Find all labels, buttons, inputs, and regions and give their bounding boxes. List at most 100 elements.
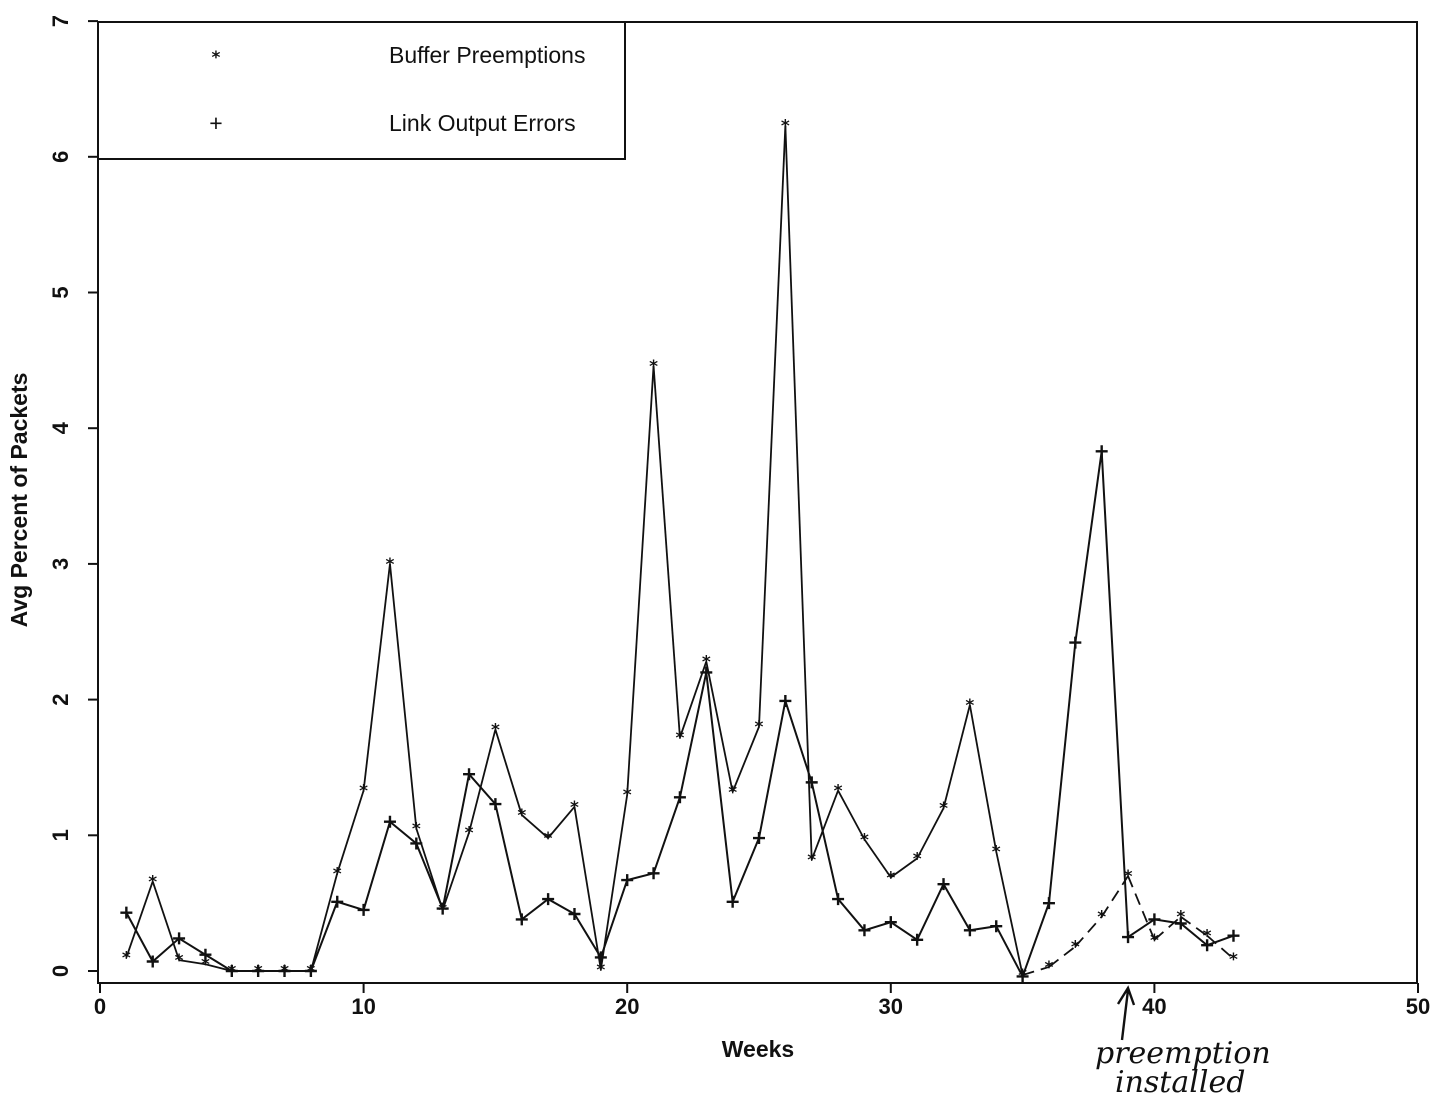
buffer-preemptions-segment: [389, 563, 418, 829]
y-tick-label: 5: [48, 286, 73, 298]
buffer-preemptions-point: *: [886, 868, 895, 888]
link-output-errors-point: [173, 932, 186, 945]
buffer-preemptions-point: *: [1071, 938, 1080, 958]
buffer-preemptions-point: *: [1203, 927, 1212, 947]
buffer-preemptions-segment: [573, 806, 602, 970]
buffer-preemptions-segment: [494, 729, 523, 816]
buffer-preemptions-point: *: [386, 555, 395, 575]
link-output-errors-point: [304, 965, 317, 977]
x-axis-ticks: 0 10 20 30 40 50: [94, 983, 1430, 1019]
buffer-preemptions-segment: [652, 365, 681, 738]
buffer-preemptions-point: *: [992, 843, 1001, 863]
link-output-errors-point: [489, 798, 502, 811]
link-output-errors-point: [225, 965, 238, 977]
annotation-line-2: installed: [1115, 1065, 1245, 1100]
y-tick-label: 4: [48, 421, 73, 434]
link-output-errors-point: [700, 666, 713, 679]
series-lines: [125, 125, 1235, 979]
buffer-preemptions-segment: [1153, 916, 1182, 941]
link-output-errors-point: [753, 832, 765, 845]
buffer-preemptions-point: *: [491, 720, 500, 740]
buffer-preemptions-segment: [731, 726, 760, 793]
link-output-errors-point: [963, 924, 976, 937]
link-output-errors-point: [357, 903, 370, 916]
link-output-errors-point: [1148, 913, 1161, 926]
link-output-errors-point: [726, 895, 739, 908]
buffer-preemptions-segment: [1074, 916, 1103, 948]
buffer-preemptions-point: *: [728, 783, 737, 803]
buffer-preemptions-segment: [1127, 875, 1156, 941]
y-tick-label: 3: [48, 558, 73, 570]
buffer-preemptions-segment: [837, 790, 866, 840]
link-output-errors-point: [779, 694, 792, 707]
link-output-errors-point: [1227, 929, 1240, 942]
buffer-preemptions-point: *: [675, 729, 684, 749]
link-output-errors-point: [410, 837, 423, 850]
buffer-preemptions-segment: [1180, 915, 1208, 937]
buffer-preemptions-point: *: [781, 117, 790, 137]
buffer-preemptions-segment: [151, 881, 180, 961]
y-tick-label: 0: [48, 965, 73, 977]
legend-marker-link-output-errors: +: [209, 110, 222, 136]
link-output-errors-point: [199, 948, 212, 961]
buffer-preemptions-point: *: [201, 955, 210, 975]
series-marks: *** * * * * **************************** *****…: [120, 117, 1240, 986]
buffer-preemptions-segment: [599, 794, 629, 970]
link-output-errors-point: [515, 913, 528, 926]
link-output-errors-point: [594, 951, 607, 964]
legend-label-buffer-preemptions: Buffer Preemptions: [389, 42, 585, 68]
buffer-preemptions-segment: [968, 704, 998, 852]
buffer-preemptions-point: *: [148, 872, 157, 892]
x-tick-label: 20: [615, 994, 639, 1019]
y-tick-label: 2: [48, 693, 73, 705]
link-output-errors-point: [1069, 636, 1082, 649]
buffer-preemptions-point: *: [596, 961, 605, 981]
x-tick-label: 0: [94, 994, 106, 1019]
buffer-preemptions-point: *: [1045, 958, 1054, 978]
buffer-preemptions-point: *: [465, 824, 474, 844]
buffer-preemptions-segment: [758, 125, 787, 727]
link-output-errors-point: [1042, 897, 1055, 910]
y-tick-label: 6: [48, 151, 73, 163]
buffer-preemptions-point: *: [122, 948, 131, 968]
link-output-errors-point: [858, 924, 871, 937]
link-output-errors-point: [1016, 970, 1029, 983]
link-output-errors-point: [278, 965, 291, 977]
buffer-preemptions-point: *: [649, 357, 658, 377]
buffer-preemptions-point: *: [702, 653, 711, 673]
buffer-preemptions-point: *: [1150, 931, 1159, 951]
link-output-errors-point: [1174, 917, 1187, 930]
link-output-errors-point: [937, 878, 950, 891]
buffer-preemptions-segment: [310, 873, 339, 972]
link-output-errors-line: [125, 451, 1234, 979]
link-output-errors-point: [1122, 931, 1135, 944]
y-axis-ticks: 0 1 2 3 4 5 6 7: [48, 15, 98, 977]
buffer-preemptions-point: *: [755, 718, 764, 738]
buffer-preemptions-point: *: [544, 829, 553, 849]
link-output-errors-point: [383, 815, 396, 828]
buffer-preemptions-segment: [942, 704, 971, 809]
buffer-preemptions-segment: [178, 959, 206, 966]
buffer-preemptions-segment: [1048, 945, 1076, 968]
buffer-preemptions-point: *: [939, 799, 948, 819]
annotation-arrow: [1116, 985, 1136, 1041]
link-output-errors-point: [568, 908, 581, 921]
link-output-errors-point: [1095, 445, 1108, 458]
buffer-preemptions-segment: [547, 806, 576, 839]
link-output-errors-point: [621, 874, 634, 887]
buffer-preemptions-segment: [441, 832, 470, 911]
buffer-preemptions-point: *: [623, 786, 632, 806]
buffer-preemptions-segment: [810, 790, 839, 861]
link-output-errors-point: [542, 893, 555, 906]
link-output-errors-point: [331, 895, 344, 908]
buffer-preemptions-segment: [1100, 875, 1129, 918]
buffer-preemptions-point: *: [1097, 908, 1106, 928]
link-output-errors-point: [673, 791, 686, 804]
buffer-preemptions-point: *: [412, 820, 421, 840]
buffer-preemptions-segment: [705, 661, 734, 793]
link-output-errors-point: [1201, 939, 1214, 952]
link-output-errors-point: [990, 920, 1003, 933]
buffer-preemptions-segment: [1206, 935, 1235, 960]
y-tick-label: 7: [48, 15, 73, 27]
